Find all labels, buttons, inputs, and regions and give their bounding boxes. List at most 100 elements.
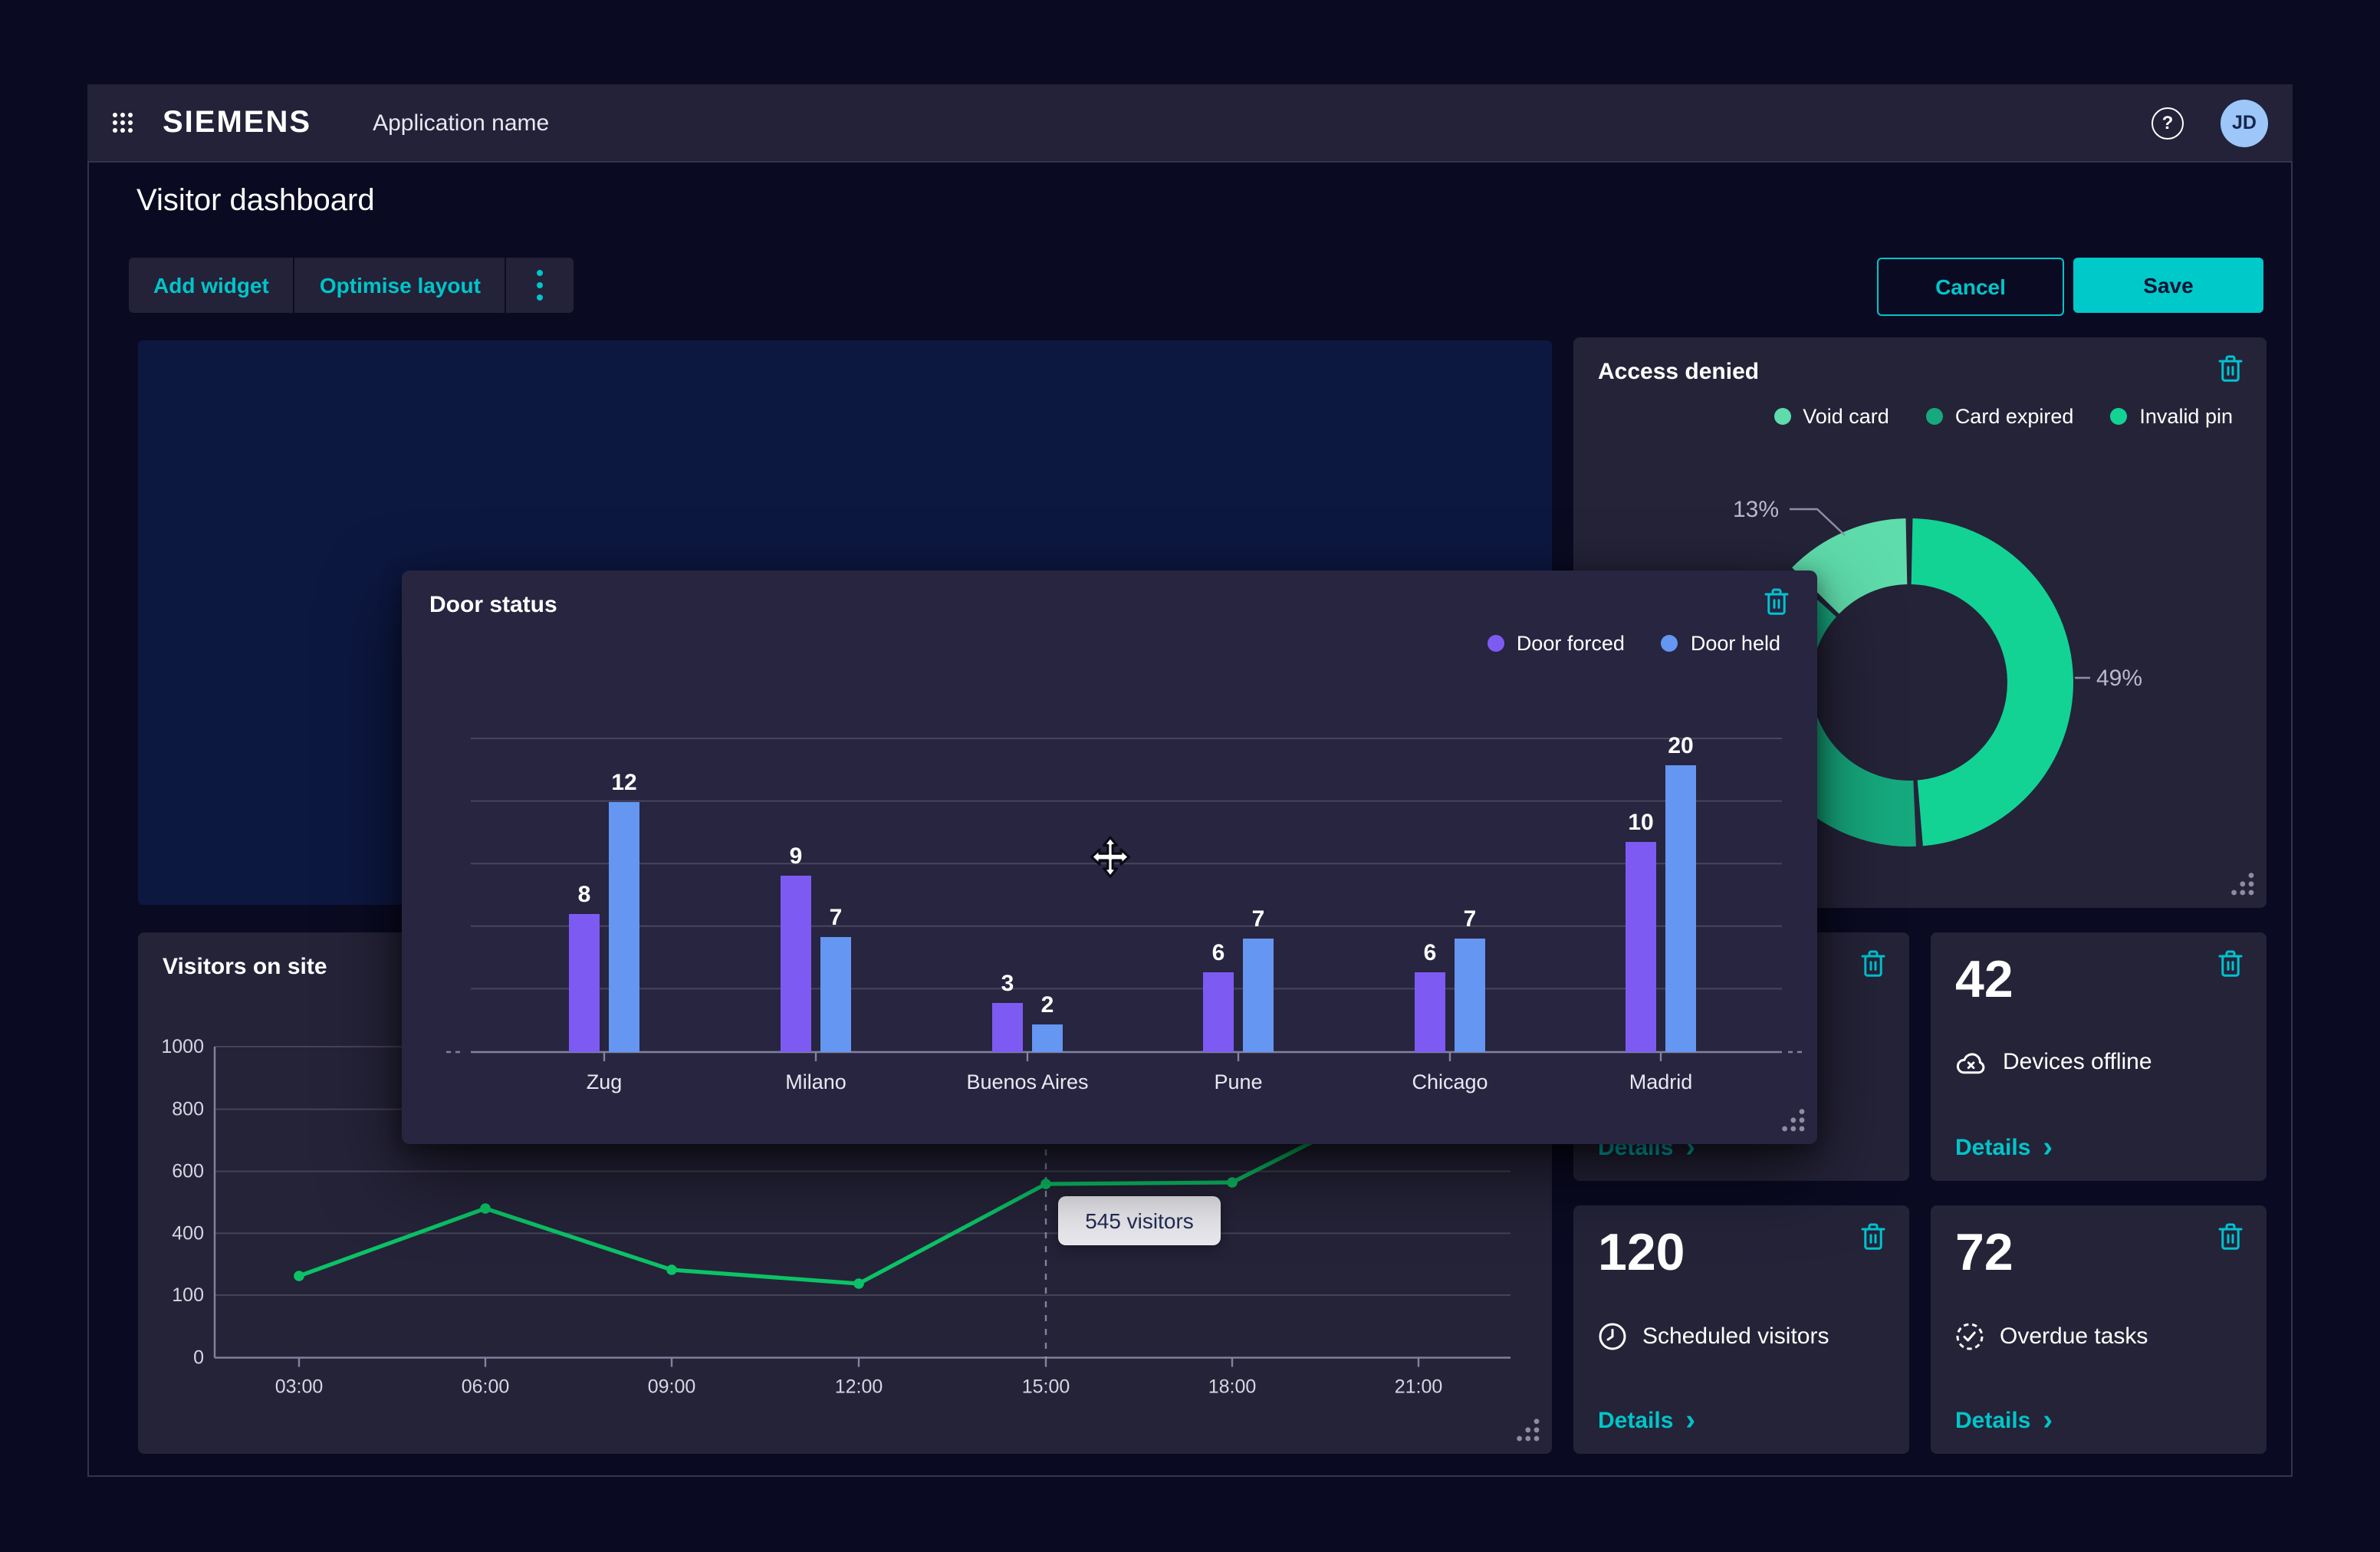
widget-title: Visitors on site <box>163 954 327 980</box>
avatar[interactable]: JD <box>2221 99 2268 146</box>
svg-text:7: 7 <box>1464 906 1477 932</box>
stat-label: Devices offline <box>2003 1049 2152 1075</box>
stat-label: Overdue tasks <box>2000 1323 2148 1350</box>
clock-icon <box>1599 1323 1626 1350</box>
legend-dot <box>1487 635 1504 652</box>
svg-text:9: 9 <box>790 843 803 869</box>
svg-text:Zug: Zug <box>587 1070 623 1093</box>
svg-text:Milano: Milano <box>785 1070 846 1093</box>
legend-dot <box>1661 635 1678 652</box>
chevron-right-icon: › <box>2043 1131 2053 1163</box>
bar-legend: Door forced Door held <box>1487 632 1780 655</box>
donut-legend: Void card Card expired Invalid pin <box>1773 405 2233 428</box>
data-point <box>853 1278 864 1289</box>
delete-widget-icon[interactable] <box>1860 949 1886 978</box>
svg-text:600: 600 <box>172 1161 204 1182</box>
data-point <box>666 1264 677 1275</box>
delete-widget-icon[interactable] <box>1860 1222 1886 1251</box>
svg-text:0: 0 <box>193 1347 204 1369</box>
svg-text:6: 6 <box>1212 940 1225 965</box>
svg-text:12: 12 <box>611 770 636 795</box>
widget-title: Door status <box>429 592 557 618</box>
stat-label: Scheduled visitors <box>1642 1323 1829 1350</box>
resize-handle[interactable] <box>2231 873 2254 896</box>
bar-zug-door-held <box>609 802 639 1052</box>
add-widget-button[interactable]: Add widget <box>153 273 269 298</box>
optimise-layout-button[interactable]: Optimise layout <box>293 258 505 313</box>
svg-text:7: 7 <box>830 905 843 930</box>
check-circle-icon <box>1956 1323 1984 1350</box>
cancel-button[interactable]: Cancel <box>1877 258 2064 316</box>
stat-value: 72 <box>1955 1224 2013 1282</box>
chevron-right-icon: › <box>2043 1404 2053 1436</box>
svg-text:800: 800 <box>172 1099 204 1120</box>
resize-handle[interactable] <box>1782 1109 1805 1132</box>
kebab-icon <box>537 270 544 276</box>
details-link[interactable]: Details › <box>1598 1404 1696 1436</box>
donut-slice-invalid-pin <box>1911 518 2073 847</box>
svg-text:8: 8 <box>578 882 591 907</box>
cloud-offline-icon <box>1956 1053 1985 1074</box>
data-point <box>1227 1177 1238 1188</box>
delete-widget-icon[interactable] <box>2217 354 2244 383</box>
details-link[interactable]: Details › <box>1955 1404 2053 1436</box>
svg-text:06:00: 06:00 <box>462 1376 510 1398</box>
svg-text:Madrid: Madrid <box>1629 1070 1693 1093</box>
chevron-right-icon: › <box>1685 1404 1696 1436</box>
app-header: SIEMENS Application name ? JD <box>87 84 2293 163</box>
svg-text:18:00: 18:00 <box>1208 1376 1257 1398</box>
details-link[interactable]: Details › <box>1955 1131 2053 1163</box>
data-point <box>294 1271 304 1281</box>
donut-callout-line <box>1790 508 1846 536</box>
application-name: Application name <box>373 110 550 136</box>
bar-zug-door-forced <box>569 914 600 1052</box>
bar-madrid-door-forced <box>1626 842 1656 1052</box>
stat-tile-overdue-tasks: 72 Overdue tasks Details › <box>1931 1205 2267 1454</box>
stat-tile-devices-offline: 42 Devices offline Details › <box>1931 932 2267 1181</box>
bar-milano-door-forced <box>781 876 811 1052</box>
svg-text:1000: 1000 <box>161 1036 204 1057</box>
resize-handle[interactable] <box>1517 1419 1540 1442</box>
app-launcher-icon[interactable] <box>112 112 133 133</box>
save-button[interactable]: Save <box>2073 258 2263 313</box>
stat-tile-scheduled-visitors: 120 Scheduled visitors Details › <box>1573 1205 1909 1454</box>
svg-text:100: 100 <box>172 1284 204 1306</box>
donut-slice-void-card <box>1792 518 1908 614</box>
svg-text:400: 400 <box>172 1222 204 1244</box>
help-icon[interactable]: ? <box>2152 107 2184 139</box>
legend-dot <box>1925 408 1943 425</box>
svg-text:2: 2 <box>1041 992 1054 1018</box>
delete-widget-icon[interactable] <box>1764 587 1790 617</box>
svg-text:6: 6 <box>1424 940 1437 965</box>
svg-text:12:00: 12:00 <box>835 1376 883 1398</box>
svg-text:3: 3 <box>1001 971 1014 996</box>
bar-buenos-aires-door-forced <box>992 1003 1023 1052</box>
svg-text:Chicago: Chicago <box>1412 1070 1488 1093</box>
bar-chicago-door-held <box>1455 939 1485 1052</box>
bar-milano-door-held <box>820 937 851 1052</box>
svg-text:20: 20 <box>1668 733 1693 758</box>
chart-tooltip: 545 visitors <box>1058 1196 1221 1245</box>
dashboard-toolbar: Add widget Optimise layout <box>129 258 574 313</box>
svg-text:10: 10 <box>1628 810 1653 835</box>
widget-title: Access denied <box>1598 359 1760 385</box>
legend-item-invalid-pin: Invalid pin <box>2110 405 2233 428</box>
svg-text:15:00: 15:00 <box>1022 1376 1070 1398</box>
legend-item-door-forced: Door forced <box>1487 632 1625 655</box>
bar-madrid-door-held <box>1665 765 1696 1052</box>
legend-item-card-expired: Card expired <box>1925 405 2073 428</box>
door-status-bar-chart: Zug 8 12 Milano 9 7 Buenos Aires 3 2 Pune 6 7 Chicag… <box>446 733 1806 1093</box>
svg-text:09:00: 09:00 <box>648 1376 696 1398</box>
delete-widget-icon[interactable] <box>2217 1222 2244 1251</box>
bar-pune-door-forced <box>1203 972 1234 1052</box>
bar-buenos-aires-door-held <box>1032 1024 1063 1052</box>
data-point <box>1040 1179 1051 1189</box>
legend-item-void-card: Void card <box>1773 405 1889 428</box>
brand-logo: SIEMENS <box>163 105 312 139</box>
delete-widget-icon[interactable] <box>2217 949 2244 978</box>
svg-text:Buenos Aires: Buenos Aires <box>966 1070 1088 1093</box>
bar-chicago-door-forced <box>1415 972 1445 1052</box>
svg-text:03:00: 03:00 <box>275 1376 324 1398</box>
more-options-button[interactable] <box>505 258 574 313</box>
